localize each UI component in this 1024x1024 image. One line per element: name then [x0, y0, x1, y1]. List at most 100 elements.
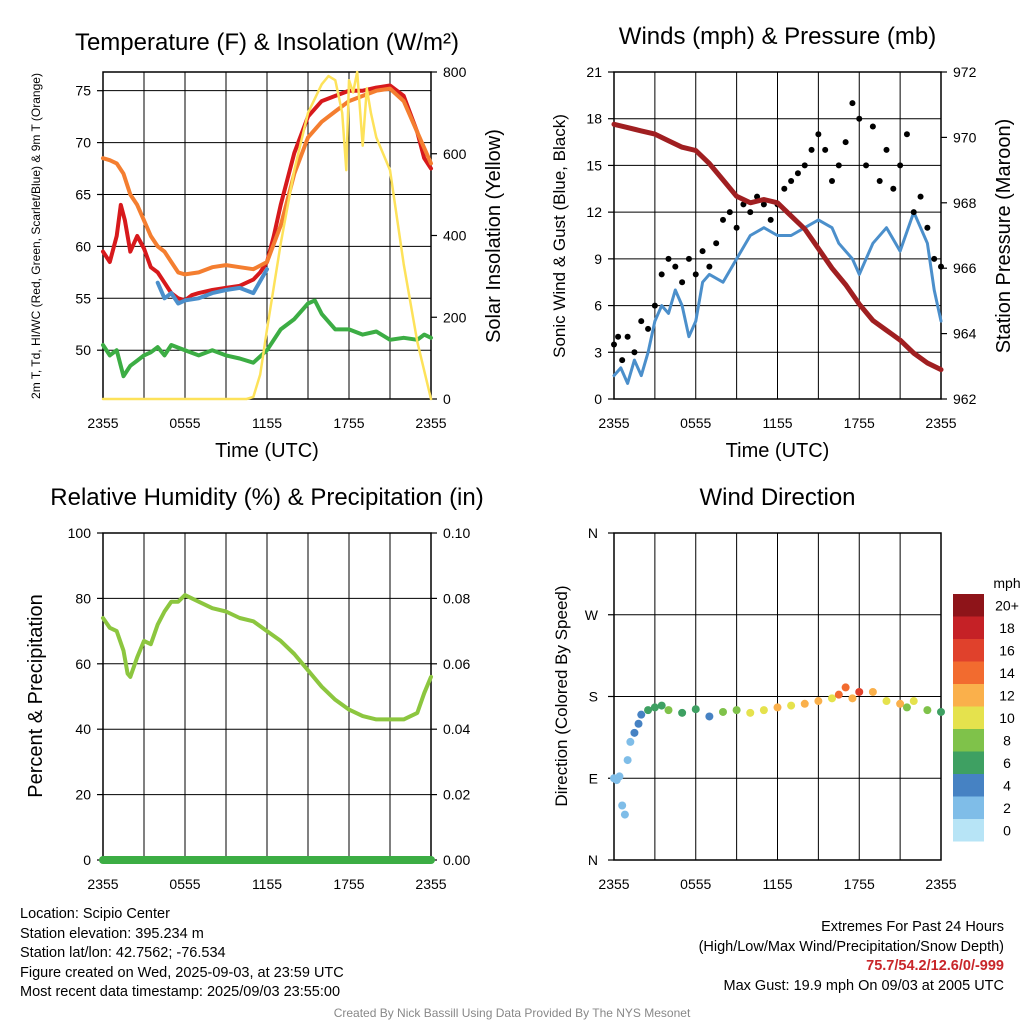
- y2-tick-label: 962: [953, 391, 977, 407]
- panel-title: Winds (mph) & Pressure (mb): [619, 23, 936, 50]
- gust-point: [611, 341, 617, 348]
- legend-swatch: [953, 661, 984, 684]
- y-axis-label: Sonic Wind & Gust (Blue, Black): [550, 114, 569, 358]
- gust-point: [829, 178, 835, 184]
- gust-point: [938, 263, 944, 270]
- x-tick-label: 2355: [87, 876, 118, 892]
- gust-point: [645, 325, 652, 332]
- y2-tick-label: 0.06: [443, 656, 470, 672]
- y-axis-label: Percent & Precipitation: [25, 594, 47, 797]
- gust-point: [638, 318, 645, 325]
- x-axis-label: Time (UTC): [726, 440, 830, 462]
- gust-point: [760, 201, 767, 208]
- y-tick-label: N: [588, 852, 598, 868]
- x-tick-label: 2355: [415, 415, 446, 431]
- station-location: Location: Scipio Center: [20, 906, 170, 922]
- x-tick-label: 0555: [680, 876, 711, 892]
- y2-axis-label: Solar Insolation (Yellow): [483, 129, 505, 343]
- x-tick-label: 2355: [415, 876, 446, 892]
- gust-point: [822, 146, 829, 153]
- panel-title: Wind Direction: [699, 484, 855, 511]
- direction-point: [623, 756, 632, 765]
- legend-swatch: [953, 706, 984, 729]
- y2-tick-label: 964: [953, 326, 977, 342]
- x-tick-label: 2355: [598, 876, 629, 892]
- legend-label: 16: [999, 642, 1015, 658]
- y-tick-label: 6: [594, 298, 602, 314]
- y-tick-label: 15: [586, 157, 602, 173]
- y-tick-label: 100: [68, 525, 92, 541]
- gust-point: [794, 170, 801, 177]
- y2-tick-label: 0.00: [443, 852, 470, 868]
- gust-point: [706, 263, 713, 270]
- gust-point: [679, 279, 686, 286]
- gust-point: [685, 255, 692, 262]
- series-line: [101, 593, 433, 722]
- direction-point: [855, 687, 864, 696]
- gust-point: [876, 178, 883, 184]
- y2-tick-label: 0.04: [443, 721, 470, 737]
- direction-point: [634, 719, 643, 728]
- y-tick-label: 50: [75, 342, 91, 358]
- direction-point: [664, 706, 673, 715]
- x-tick-label: 1755: [844, 415, 875, 431]
- legend-label: 8: [1003, 732, 1011, 748]
- legend-label: 10: [999, 710, 1015, 726]
- direction-point: [814, 697, 823, 706]
- station-latlon: Station lat/lon: 42.7562; -76.534: [20, 945, 226, 961]
- direction-point: [882, 697, 891, 706]
- extremes-subtitle: (High/Low/Max Wind/Precipitation/Snow De…: [698, 938, 1004, 955]
- x-tick-label: 0555: [169, 415, 200, 431]
- series-line: [155, 267, 269, 306]
- station-elevation: Station elevation: 395.234 m: [20, 925, 204, 942]
- direction-point: [848, 694, 857, 703]
- direction-point: [834, 690, 843, 699]
- x-tick-label: 2355: [925, 876, 956, 892]
- x-tick-label: 0555: [169, 876, 200, 892]
- direction-point: [732, 706, 741, 715]
- gust-point: [869, 123, 876, 130]
- max-gust: Max Gust: 19.9 mph On 09/03 at 2005 UTC: [723, 977, 1004, 994]
- gust-point: [767, 216, 774, 223]
- legend-swatch: [953, 751, 984, 774]
- x-tick-label: 1755: [333, 415, 364, 431]
- x-tick-label: 2355: [598, 415, 629, 431]
- x-tick-label: 0555: [680, 415, 711, 431]
- y2-tick-label: 400: [443, 228, 467, 244]
- series-line: [611, 121, 944, 373]
- direction-point: [800, 699, 809, 708]
- direction-point: [644, 706, 653, 715]
- direction-point: [787, 701, 796, 710]
- y-tick-label: 12: [586, 204, 602, 220]
- direction-point: [650, 703, 659, 712]
- x-tick-label: 2355: [925, 415, 956, 431]
- series-line: [101, 86, 433, 277]
- gust-point: [842, 139, 849, 146]
- y2-tick-label: 968: [953, 195, 977, 211]
- panel-title: Temperature (F) & Insolation (W/m²): [75, 29, 459, 56]
- direction-point: [759, 706, 768, 715]
- x-tick-label: 2355: [87, 415, 118, 431]
- legend-label: 14: [999, 665, 1015, 681]
- y-tick-label: 21: [586, 64, 602, 80]
- series-line: [101, 70, 433, 401]
- series-line: [612, 210, 943, 385]
- gust-point: [856, 115, 863, 122]
- x-tick-label: 1155: [762, 415, 792, 431]
- gust-point: [631, 349, 638, 356]
- direction-point: [868, 687, 877, 696]
- gust-point: [672, 263, 679, 270]
- y-tick-label: 55: [75, 290, 91, 306]
- direction-point: [923, 706, 932, 715]
- gust-point: [910, 209, 917, 216]
- y-tick-label: 65: [75, 186, 91, 202]
- y2-tick-label: 966: [953, 260, 977, 276]
- x-tick-label: 1755: [844, 876, 875, 892]
- gust-point: [699, 248, 706, 255]
- y2-tick-label: 600: [443, 146, 467, 162]
- direction-point: [618, 801, 627, 810]
- series-line: [101, 298, 433, 379]
- legend-swatch: [953, 774, 984, 797]
- extremes-values: 75.7/54.2/12.6/0/-999: [866, 958, 1004, 974]
